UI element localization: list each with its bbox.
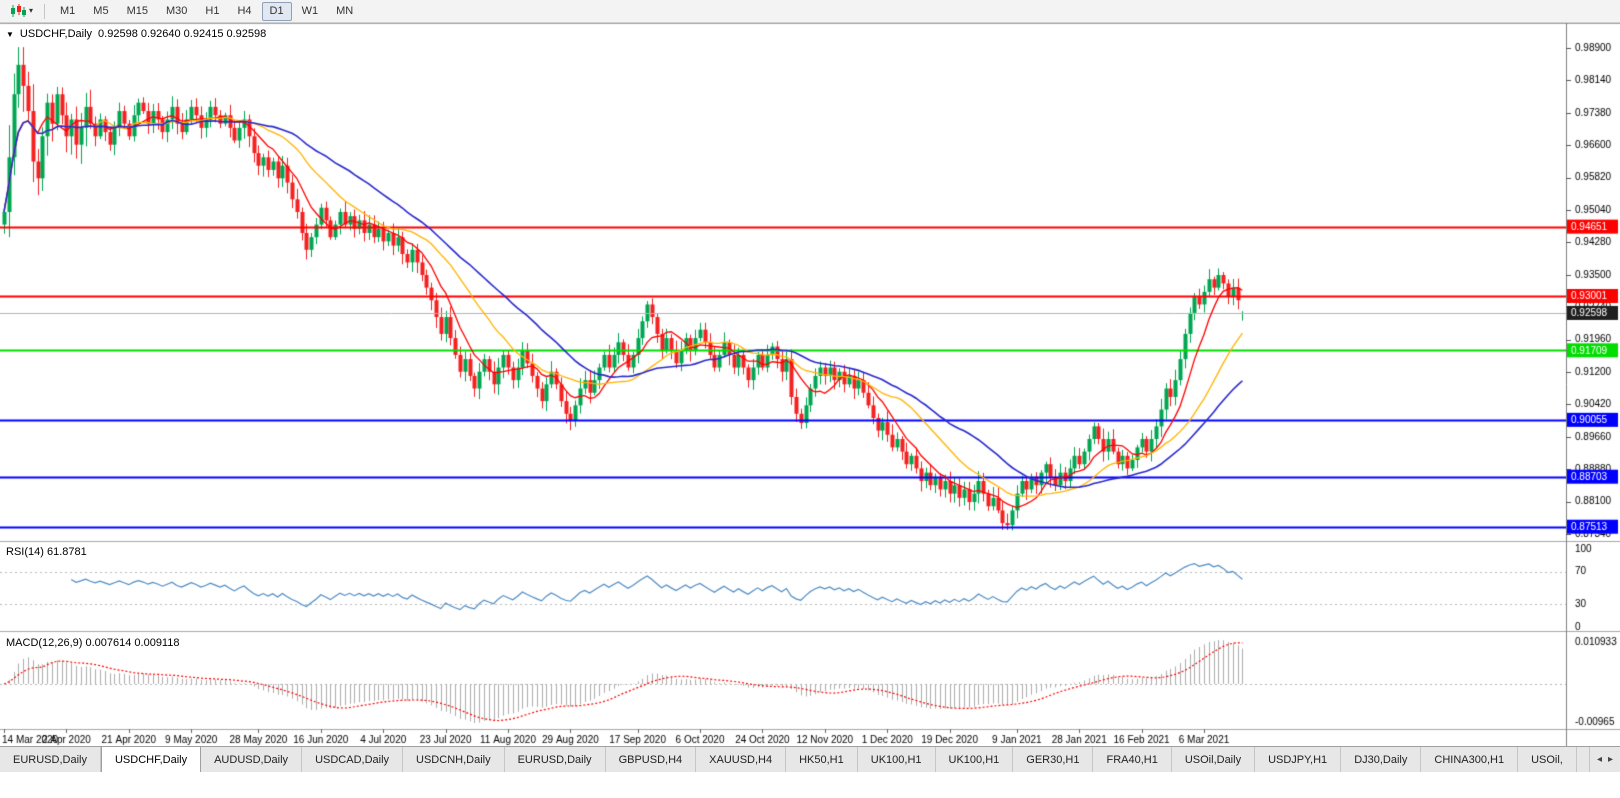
chart-tab-label: GBPUSD,H4 <box>618 753 683 766</box>
chart-tab-eurusd-daily[interactable]: EURUSD,Daily <box>504 747 606 772</box>
chart-tab-usdjpy-h1[interactable]: USDJPY,H1 <box>1255 747 1342 772</box>
chart-tab-gbpusd-h4[interactable]: GBPUSD,H4 <box>605 747 697 772</box>
price-chart-canvas[interactable] <box>0 23 1620 746</box>
timeframe-button-w1[interactable]: W1 <box>301 4 319 17</box>
chart-tab-label: USOil,Daily <box>1184 753 1242 766</box>
chart-tab-eurusd-daily[interactable]: EURUSD,Daily <box>0 747 101 772</box>
chart-tab-label: USDCHF,Daily <box>114 753 188 766</box>
timeframe-button-m15[interactable]: M15 <box>126 4 148 17</box>
chart-tab-usdcnh-daily[interactable]: USDCNH,Daily <box>403 747 505 772</box>
chart-window: ▼ USDCHF,Daily 0.92598 0.92640 0.92415 0… <box>0 23 1620 746</box>
chart-tab-dj30-daily[interactable]: DJ30,Daily <box>1341 747 1422 772</box>
chart-tab-uk100-h1[interactable]: UK100,H1 <box>935 747 1014 772</box>
timeframe-button-h4[interactable]: H4 <box>237 4 252 17</box>
chart-tab-label: EURUSD,Daily <box>517 753 592 766</box>
timeframe-button-m5[interactable]: M5 <box>93 4 109 17</box>
chart-tab-usoil[interactable]: USOil, <box>1518 747 1577 772</box>
chart-tab-label: USOil, <box>1531 753 1563 766</box>
chart-tab-label: UK100,H1 <box>948 753 1000 766</box>
chart-tab-label: GER30,H1 <box>1026 753 1080 766</box>
chart-tab-label: UK100,H1 <box>870 753 922 766</box>
chart-tab-ger30-h1[interactable]: GER30,H1 <box>1013 747 1094 772</box>
chart-tab-label: USDCNH,Daily <box>416 753 491 766</box>
timeframe-toolbar: ▾ M1 M5 M15 M30 H1 H4 D1 W1 MN <box>0 0 1620 23</box>
timeframe-button-h1[interactable]: H1 <box>205 4 220 17</box>
timeframe-button-m30[interactable]: M30 <box>165 4 188 17</box>
timeframe-button-mn[interactable]: MN <box>336 4 354 17</box>
chart-tab-label: FRA40,H1 <box>1106 753 1158 766</box>
chart-tab-usdchf-daily[interactable]: USDCHF,Daily <box>100 747 202 772</box>
tab-scroll-controls: ◂ ▸ <box>1588 747 1620 772</box>
chart-tab-label: XAUUSD,H4 <box>709 753 773 766</box>
chart-tab-usdcad-daily[interactable]: USDCAD,Daily <box>302 747 404 772</box>
chevron-down-icon: ▾ <box>29 6 34 15</box>
chart-tab-uk100-h1[interactable]: UK100,H1 <box>857 747 936 772</box>
tab-scroll-left-icon[interactable]: ◂ <box>1596 754 1602 765</box>
chart-tab-xauusd-h4[interactable]: XAUUSD,H4 <box>696 747 787 772</box>
timeframe-button-m1[interactable]: M1 <box>60 4 76 17</box>
chart-tab-label: USDJPY,H1 <box>1268 753 1328 766</box>
chart-tab-usoil-daily[interactable]: USOil,Daily <box>1171 747 1256 772</box>
tab-scroll-right-icon[interactable]: ▸ <box>1607 754 1613 765</box>
candlestick-chart-icon <box>11 4 26 17</box>
chart-tab-audusd-daily[interactable]: AUDUSD,Daily <box>201 747 303 772</box>
chart-tab-label: DJ30,Daily <box>1354 753 1408 766</box>
chart-tab-label: EURUSD,Daily <box>13 753 87 766</box>
toolbar-separator <box>44 3 46 19</box>
chart-tab-bar: EURUSD,Daily USDCHF,Daily AUDUSD,Daily USDC… <box>0 746 1620 772</box>
chart-tabs: EURUSD,Daily USDCHF,Daily AUDUSD,Daily USDC… <box>0 747 1589 772</box>
chart-tab-hk50-h1[interactable]: HK50,H1 <box>786 747 858 772</box>
chart-tab-china300-h1[interactable]: CHINA300,H1 <box>1421 747 1519 772</box>
chart-tab-label: CHINA300,H1 <box>1434 753 1505 766</box>
timeframe-button-group: M1 M5 M15 M30 H1 H4 D1 W1 MN <box>51 1 362 21</box>
chart-tab-label: USDCAD,Daily <box>315 753 390 766</box>
timeframe-button-d1[interactable]: D1 <box>261 1 292 21</box>
chart-tab-label: AUDUSD,Daily <box>214 753 289 766</box>
chart-tab-fra40-h1[interactable]: FRA40,H1 <box>1093 747 1172 772</box>
chart-type-button[interactable]: ▾ <box>5 2 38 20</box>
chart-tab-label: HK50,H1 <box>799 753 844 766</box>
